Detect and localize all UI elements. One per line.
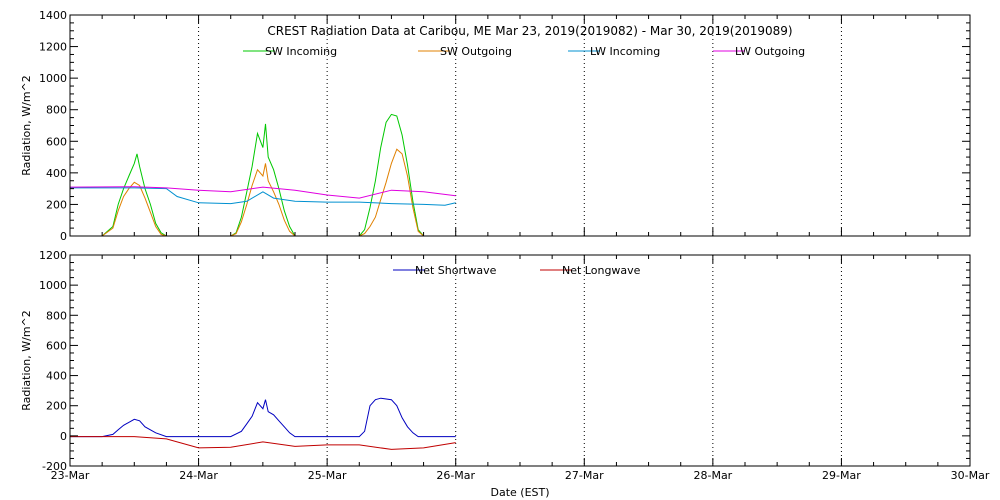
bottom-panel: -200 0 200 400 600 800 1000 1200 23-Mar 24-Mar 25… <box>20 249 990 499</box>
x-tick-label: 26-Mar <box>436 469 475 482</box>
top-panel-y-axis-label: Radiation, W/m^2 <box>20 75 33 176</box>
x-tick-label: 24-Mar <box>179 469 218 482</box>
legend-label-net-shortwave: Net Shortwave <box>415 264 497 277</box>
top-panel-x-ticks <box>69 15 971 236</box>
series-line-lw-outgoing <box>69 186 456 199</box>
x-tick-label: 28-Mar <box>693 469 732 482</box>
legend-label-sw-outgoing: SW Outgoing <box>440 45 512 58</box>
chart-title: CREST Radiation Data at Caribou, ME Mar … <box>267 24 792 38</box>
top-panel-y-ticks: 0 200 400 600 800 1000 1200 1400 <box>39 9 970 243</box>
y-tick-label: 600 <box>46 339 67 352</box>
y-tick-label: 800 <box>46 104 67 117</box>
y-tick-label: 1200 <box>39 41 67 54</box>
x-tick-label: 27-Mar <box>565 469 604 482</box>
y-tick-label: -200 <box>42 460 67 473</box>
y-tick-label: 400 <box>46 370 67 383</box>
legend-label-net-longwave: Net Longwave <box>562 264 641 277</box>
bottom-panel-y-ticks: -200 0 200 400 600 800 1000 1200 <box>39 249 970 473</box>
bottom-panel-y-axis-label: Radiation, W/m^2 <box>20 310 33 411</box>
legend-label-lw-outgoing: LW Outgoing <box>735 45 805 58</box>
top-panel: 0 200 400 600 800 1000 1200 1400 CREST Radiatio… <box>20 9 971 243</box>
y-tick-label: 600 <box>46 135 67 148</box>
series-line-sw-incoming <box>70 113 456 237</box>
top-panel-grid <box>198 15 842 236</box>
legend-label-lw-incoming: LW Incoming <box>590 45 660 58</box>
y-tick-label: 1200 <box>39 249 67 262</box>
y-tick-label: 0 <box>60 430 67 443</box>
top-panel-legend: SW Incoming SW Outgoing LW Incoming LW Outg… <box>243 45 805 58</box>
series-line-net-longwave <box>70 436 456 450</box>
y-tick-label: 400 <box>46 167 67 180</box>
y-tick-label: 1000 <box>39 279 67 292</box>
y-tick-label: 200 <box>46 400 67 413</box>
series-line-sw-outgoing <box>70 148 456 237</box>
y-tick-label: 0 <box>60 230 67 243</box>
x-tick-label: 25-Mar <box>308 469 347 482</box>
legend-label-sw-incoming: SW Incoming <box>265 45 337 58</box>
y-tick-label: 1400 <box>39 9 67 22</box>
bottom-panel-series <box>70 397 456 450</box>
x-tick-label: 30-Mar <box>951 469 990 482</box>
x-axis-label: Date (EST) <box>490 486 549 499</box>
x-tick-label: 29-Mar <box>822 469 861 482</box>
bottom-panel-x-ticks <box>69 255 971 466</box>
series-line-net-shortwave <box>70 397 456 438</box>
y-tick-label: 800 <box>46 309 67 322</box>
y-tick-label: 1000 <box>39 72 67 85</box>
x-tick-label: 23-Mar <box>51 469 90 482</box>
y-tick-label: 200 <box>46 198 67 211</box>
series-line-lw-incoming <box>70 187 456 206</box>
bottom-panel-x-tick-labels: 23-Mar 24-Mar 25-Mar 26-Mar 27-Mar 28-Mar 29-M… <box>51 469 990 482</box>
bottom-panel-legend: Net Shortwave Net Longwave <box>393 264 641 277</box>
top-panel-series <box>69 113 456 237</box>
